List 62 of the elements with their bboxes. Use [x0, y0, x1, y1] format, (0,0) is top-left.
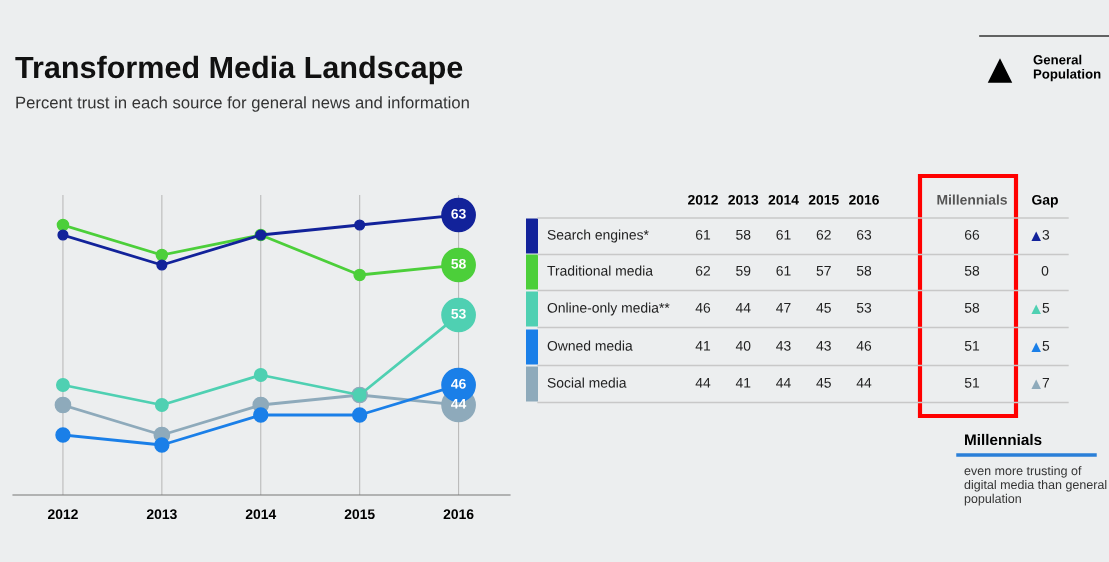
text: 53 — [856, 302, 872, 313]
text: ▲5 — [1031, 341, 1050, 352]
x-tick-label: 2016 — [443, 509, 474, 520]
text: Online-only media** — [547, 302, 670, 316]
text: 41 — [735, 378, 751, 388]
text: Millennials — [965, 433, 1042, 446]
data-label: 46 — [451, 378, 466, 389]
text: even more trusting of digital media than general population — [964, 466, 1107, 506]
text: 62 — [816, 229, 831, 240]
text: 43 — [776, 340, 791, 351]
text: 44 — [856, 378, 872, 388]
data-label: 44 — [451, 399, 467, 409]
text: 62 — [695, 265, 711, 276]
data-label: 63 — [451, 208, 466, 219]
text: ▲5 — [1031, 303, 1050, 314]
x-tick-label: 2015 — [344, 509, 375, 520]
text: 44 — [735, 303, 751, 313]
chart-title: Transformed Media Landscape — [15, 55, 463, 85]
text: 46 — [856, 340, 872, 351]
text: Gap — [1032, 194, 1058, 208]
data-label: 58 — [451, 258, 466, 269]
category-label: 2012 — [688, 194, 718, 205]
text: 45 — [816, 303, 831, 313]
text: 41 — [695, 341, 711, 351]
text: 40 — [735, 340, 751, 351]
x-tick-label: 2012 — [47, 509, 78, 520]
text: Millennials — [937, 194, 1007, 205]
text: 43 — [816, 340, 831, 351]
data-label: 53 — [451, 308, 466, 319]
text: Owned media — [547, 340, 633, 351]
text: 51 — [964, 341, 980, 351]
category-label: 2015 — [808, 194, 839, 205]
text: 58 — [856, 265, 872, 276]
text: 63 — [856, 229, 872, 240]
text: 66 — [964, 229, 980, 240]
text: 58 — [964, 265, 980, 276]
text: Traditional media — [547, 265, 654, 276]
text: 44 — [695, 378, 711, 388]
text: ▲7 — [1031, 378, 1050, 389]
text: 44 — [776, 378, 791, 388]
x-tick-label: 2013 — [146, 509, 177, 520]
text: 0 — [1041, 265, 1049, 276]
text: 45 — [816, 378, 831, 388]
text: 61 — [776, 229, 791, 240]
category-label: 2013 — [728, 194, 759, 205]
text: 46 — [695, 302, 711, 313]
x-tick-label: 2014 — [245, 509, 277, 520]
category-label: 2016 — [849, 194, 879, 205]
text: 47 — [776, 303, 791, 313]
text: 58 — [736, 229, 751, 240]
text: 61 — [776, 265, 791, 276]
category-label: 2014 — [768, 194, 799, 205]
text: 58 — [964, 302, 980, 313]
text: 61 — [695, 229, 711, 240]
text: 51 — [964, 378, 980, 388]
text: 59 — [736, 265, 751, 276]
text: Social media — [547, 377, 627, 388]
text: General Population — [1033, 54, 1101, 82]
chart-subtitle: Percent trust in each source for general news and information — [16, 96, 469, 112]
text: 57 — [816, 266, 831, 276]
text: Search engines* — [547, 229, 649, 243]
text: ▲3 — [1031, 229, 1050, 241]
